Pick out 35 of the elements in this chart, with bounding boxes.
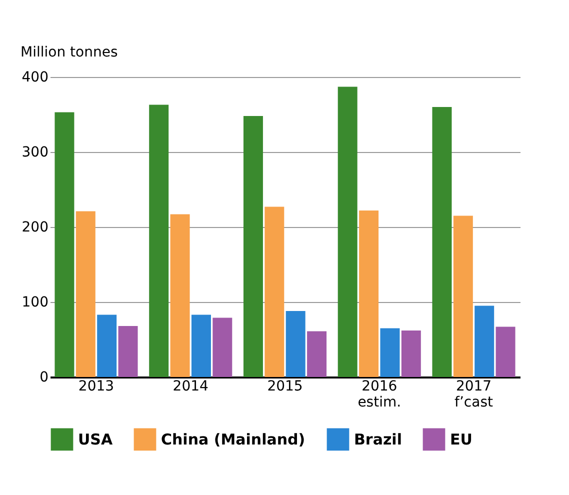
bar (212, 318, 232, 377)
x-tick-label: 2015 (267, 378, 303, 394)
y-axis-title: Million tonnes (20, 44, 118, 60)
y-tick-label: 300 (22, 144, 48, 160)
y-tick-label: 200 (22, 220, 48, 236)
bar (243, 116, 263, 377)
bar (496, 326, 516, 377)
bar (191, 314, 211, 377)
y-tick-label: 0 (40, 370, 48, 386)
x-tick-label: 2016 estim. (358, 378, 402, 410)
bar (170, 214, 190, 377)
bar (401, 330, 421, 377)
bar (307, 331, 327, 377)
legend-label: Brazil (354, 430, 402, 448)
x-tick-label: 2017 f’cast (454, 378, 494, 410)
legend-label: USA (78, 430, 113, 448)
x-tick-label: 2013 (78, 378, 114, 394)
bar (453, 216, 473, 377)
bar (149, 104, 169, 377)
x-tick-label: 2014 (172, 378, 209, 394)
bar (286, 311, 306, 377)
y-tick-label: 100 (22, 294, 48, 310)
legend-label: China (Mainland) (161, 430, 306, 448)
bar (432, 107, 452, 377)
bar (118, 326, 138, 377)
bar (338, 86, 358, 377)
bar (54, 112, 74, 377)
bar (97, 314, 117, 377)
bar (264, 206, 284, 377)
y-tick-label: 400 (22, 70, 48, 86)
bar (76, 211, 96, 377)
bar (359, 210, 379, 377)
bar (474, 306, 494, 377)
legend-label: EU (450, 430, 472, 448)
bar (380, 328, 400, 377)
